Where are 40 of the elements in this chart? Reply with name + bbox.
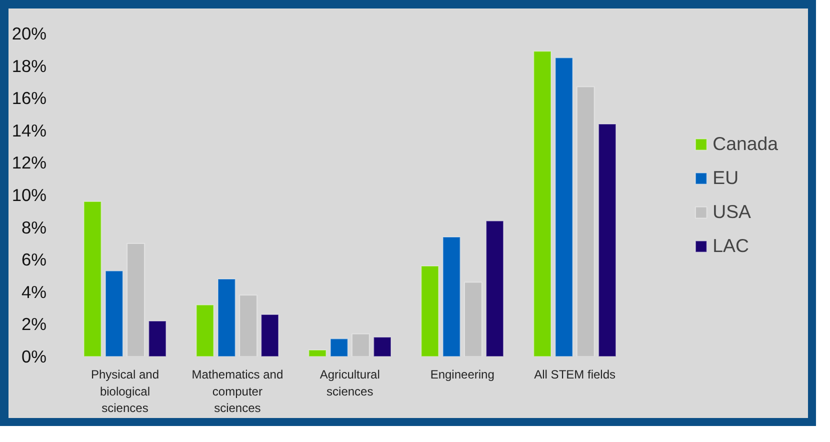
bar: [598, 123, 616, 356]
bar: [373, 336, 392, 356]
bar: [442, 236, 461, 356]
x-tick-label: Engineering: [430, 368, 494, 382]
x-tick-label: Physical and biological sciences: [90, 368, 160, 416]
bar: [576, 86, 595, 356]
y-tick-label: 4%: [21, 282, 46, 302]
bar: [464, 282, 482, 356]
y-tick-label: 16%: [12, 88, 47, 108]
y-tick-label: 10%: [12, 185, 47, 205]
bar: [533, 50, 552, 356]
bar: [352, 333, 370, 356]
y-tick-label: 2%: [21, 314, 46, 334]
y-tick-label: 14%: [12, 120, 47, 140]
bar: [126, 242, 145, 356]
bar: [105, 270, 124, 356]
bar: [148, 320, 167, 356]
legend-label: LAC: [712, 234, 749, 256]
bar: [486, 220, 504, 356]
bar: [196, 304, 214, 356]
bar: [83, 200, 102, 356]
bar: [260, 314, 280, 356]
bar: [420, 266, 440, 356]
x-tick-label: Agricultural sciences: [320, 368, 380, 398]
x-tick-label: Mathematics and computer sciences: [192, 368, 284, 416]
y-tick-label: 8%: [21, 217, 46, 238]
y-tick-label: 0%: [21, 346, 46, 366]
legend-label: USA: [712, 200, 752, 222]
bar: [239, 294, 258, 356]
legend-label: EU: [712, 166, 739, 188]
y-tick-label: 18%: [12, 56, 47, 76]
legend-label: Canada: [712, 132, 778, 154]
bar: [308, 350, 327, 356]
y-tick-label: 6%: [21, 250, 46, 270]
x-tick-label: All STEM fields: [534, 368, 616, 382]
y-tick-label: 20%: [12, 24, 47, 44]
y-tick-label: 12%: [12, 152, 47, 173]
bar: [217, 278, 236, 356]
bar: [554, 57, 574, 356]
bar: [330, 338, 348, 356]
